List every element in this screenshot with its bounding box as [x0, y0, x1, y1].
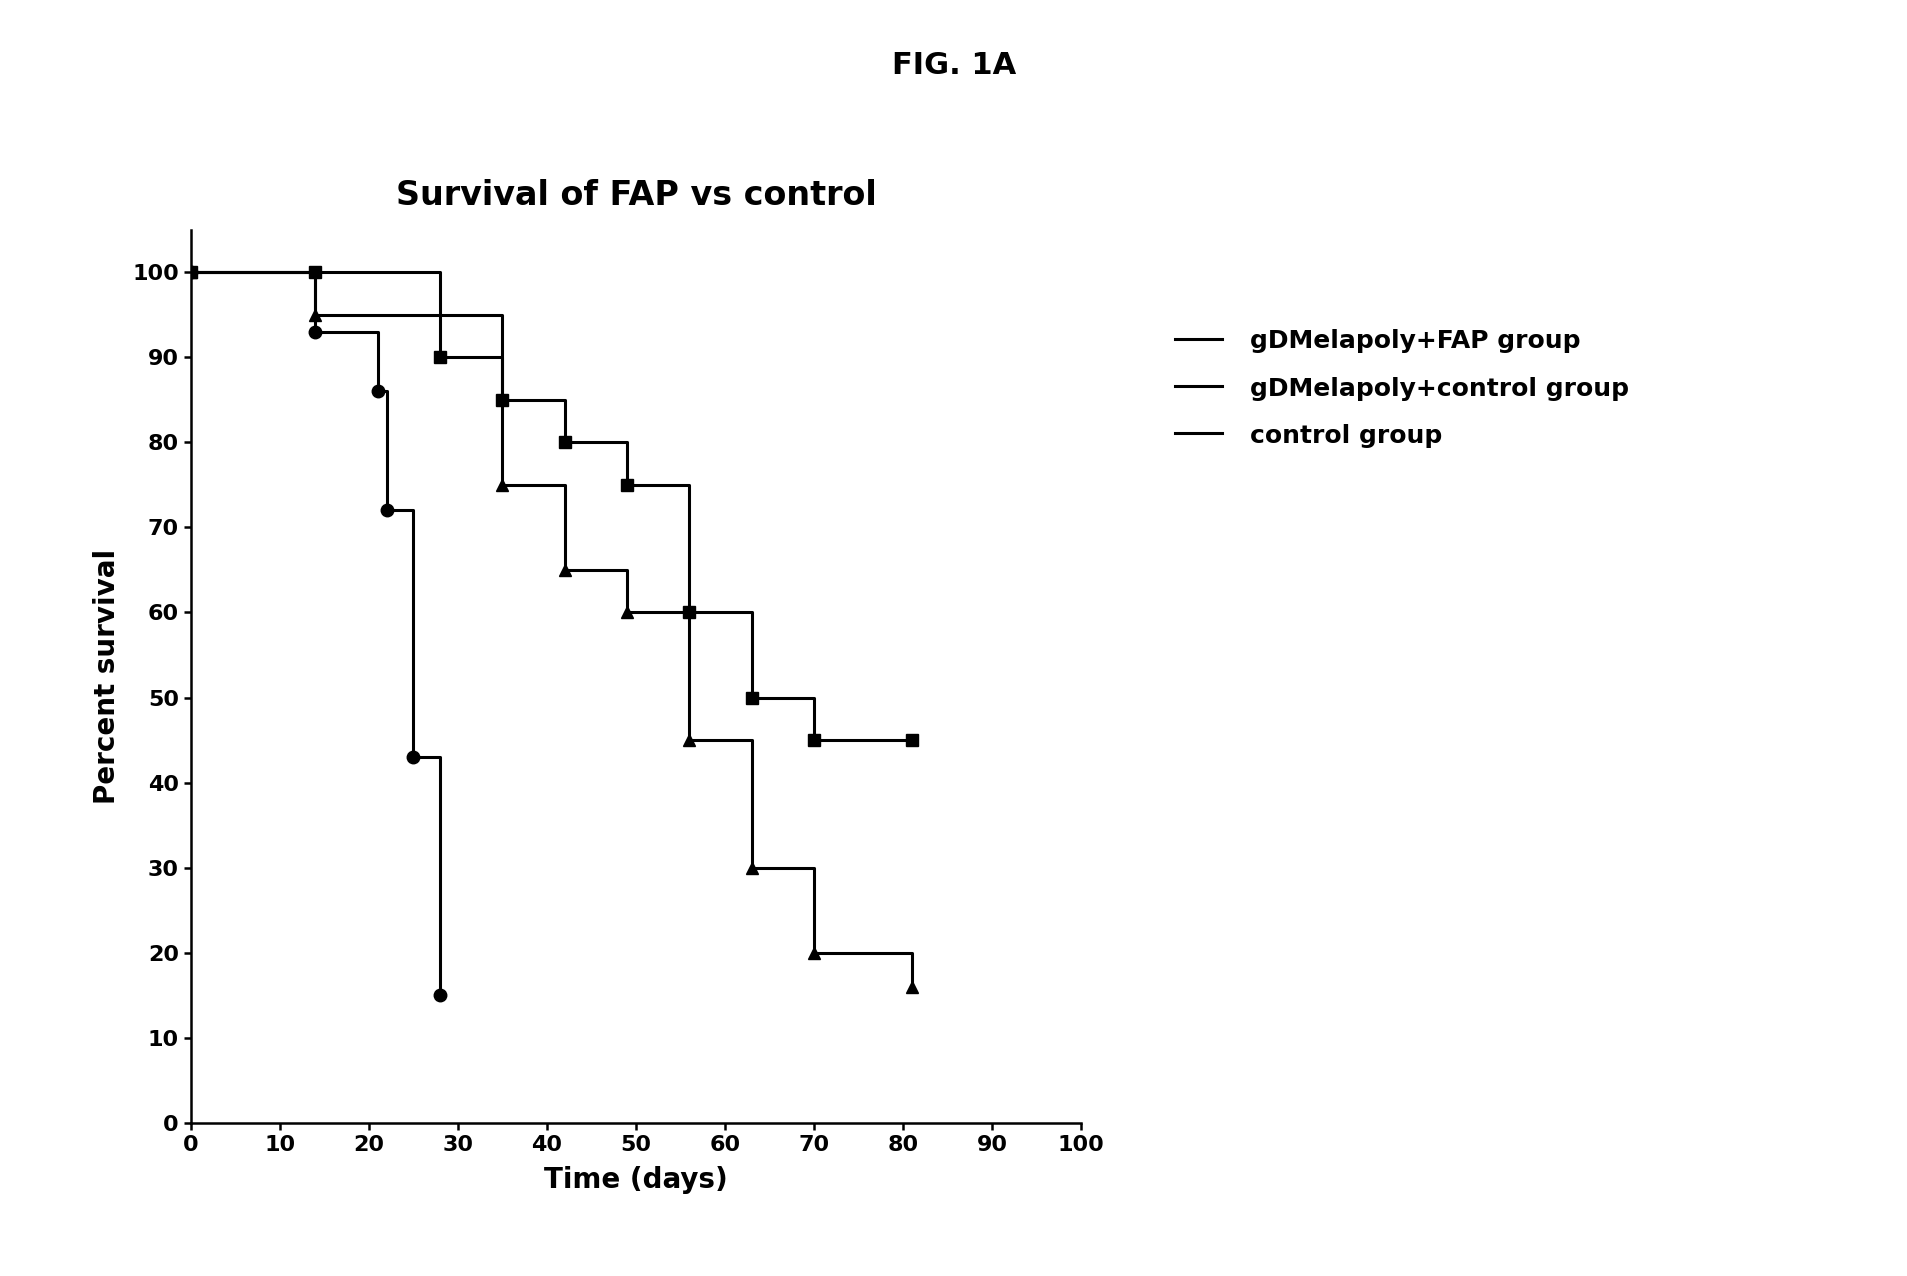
gDMelapoly+FAP group — [616, 435, 639, 450]
gDMelapoly+control group — [803, 860, 826, 875]
gDMelapoly+control group — [900, 946, 923, 961]
gDMelapoly+FAP group — [429, 350, 452, 365]
gDMelapoly+control group — [677, 732, 700, 748]
gDMelapoly+control group — [303, 264, 326, 279]
Line: gDMelapoly+control group: gDMelapoly+control group — [191, 272, 912, 986]
control group — [402, 749, 425, 764]
gDMelapoly+FAP group — [179, 264, 202, 279]
gDMelapoly+FAP group — [429, 264, 452, 279]
gDMelapoly+FAP group — [553, 435, 576, 450]
X-axis label: Time (days): Time (days) — [543, 1166, 727, 1194]
control group — [376, 384, 399, 399]
Text: FIG. 1A: FIG. 1A — [891, 51, 1016, 80]
gDMelapoly+FAP group — [677, 605, 700, 620]
gDMelapoly+FAP group — [740, 605, 763, 620]
gDMelapoly+control group — [803, 946, 826, 961]
gDMelapoly+FAP group — [677, 477, 700, 493]
control group — [402, 503, 425, 518]
gDMelapoly+control group — [740, 860, 763, 875]
gDMelapoly+control group — [553, 477, 576, 493]
gDMelapoly+FAP group — [553, 392, 576, 407]
gDMelapoly+FAP group — [303, 264, 326, 279]
Y-axis label: Percent survival: Percent survival — [93, 549, 120, 804]
control group — [179, 264, 202, 279]
gDMelapoly+FAP group — [490, 392, 513, 407]
gDMelapoly+control group — [490, 477, 513, 493]
gDMelapoly+control group — [553, 563, 576, 578]
gDMelapoly+FAP group — [616, 477, 639, 493]
gDMelapoly+control group — [677, 605, 700, 620]
control group — [303, 264, 326, 279]
gDMelapoly+control group — [303, 308, 326, 323]
gDMelapoly+control group — [616, 563, 639, 578]
gDMelapoly+FAP group — [803, 690, 826, 706]
control group — [366, 324, 389, 339]
Line: control group: control group — [191, 272, 441, 995]
gDMelapoly+FAP group — [303, 264, 326, 279]
control group — [366, 384, 389, 399]
gDMelapoly+FAP group — [900, 732, 923, 748]
control group — [429, 988, 452, 1003]
Line: gDMelapoly+FAP group: gDMelapoly+FAP group — [191, 272, 912, 740]
control group — [376, 503, 399, 518]
gDMelapoly+FAP group — [900, 732, 923, 748]
gDMelapoly+FAP group — [490, 350, 513, 365]
Title: Survival of FAP vs control: Survival of FAP vs control — [395, 179, 875, 212]
control group — [303, 324, 326, 339]
gDMelapoly+control group — [490, 308, 513, 323]
gDMelapoly+control group — [740, 732, 763, 748]
gDMelapoly+control group — [900, 979, 923, 994]
gDMelapoly+control group — [616, 605, 639, 620]
gDMelapoly+FAP group — [803, 732, 826, 748]
gDMelapoly+FAP group — [740, 690, 763, 706]
Legend: gDMelapoly+FAP group, gDMelapoly+control group, control group: gDMelapoly+FAP group, gDMelapoly+control… — [1158, 319, 1638, 458]
gDMelapoly+control group — [179, 264, 202, 279]
control group — [429, 749, 452, 764]
